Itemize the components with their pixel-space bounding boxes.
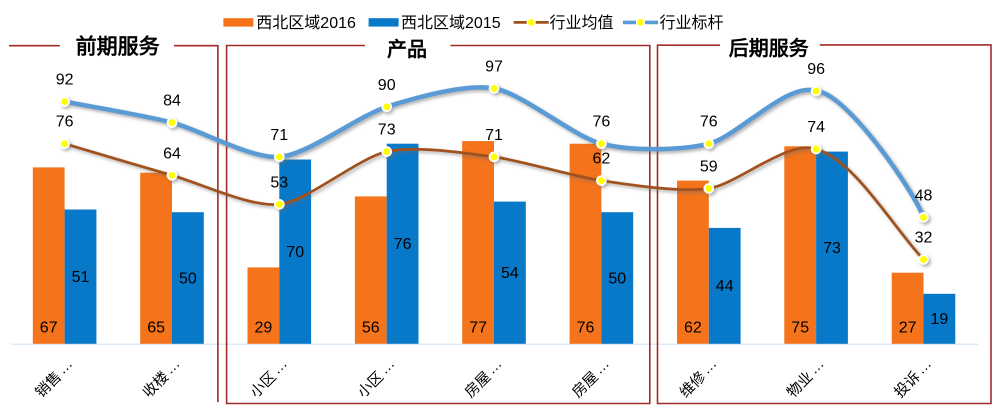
svg-text:房屋…: 房屋… xyxy=(461,356,506,401)
svg-text:92: 92 xyxy=(56,72,74,89)
svg-text:67: 67 xyxy=(40,319,58,336)
svg-text:73: 73 xyxy=(823,240,841,257)
svg-text:73: 73 xyxy=(378,122,396,139)
svg-text:71: 71 xyxy=(485,127,503,144)
svg-text:97: 97 xyxy=(485,58,503,75)
svg-text:54: 54 xyxy=(501,265,519,282)
svg-text:74: 74 xyxy=(807,119,825,136)
svg-text:77: 77 xyxy=(469,319,487,336)
svg-text:物业…: 物业… xyxy=(783,356,828,401)
svg-text:48: 48 xyxy=(915,187,933,204)
svg-text:32: 32 xyxy=(915,230,933,247)
svg-text:53: 53 xyxy=(270,174,288,191)
svg-text:投诉…: 投诉… xyxy=(891,356,936,401)
svg-text:西北区域2015: 西北区域2015 xyxy=(401,14,501,32)
svg-text:房屋…: 房屋… xyxy=(569,356,614,401)
svg-text:29: 29 xyxy=(255,319,273,336)
svg-text:51: 51 xyxy=(72,269,90,286)
svg-text:44: 44 xyxy=(716,278,734,295)
svg-text:76: 76 xyxy=(593,114,611,131)
svg-text:75: 75 xyxy=(791,319,809,336)
svg-text:产品: 产品 xyxy=(387,37,427,61)
svg-text:小区…: 小区… xyxy=(247,356,292,401)
svg-text:71: 71 xyxy=(270,127,288,144)
svg-text:84: 84 xyxy=(163,93,181,110)
svg-text:76: 76 xyxy=(700,114,718,131)
svg-text:76: 76 xyxy=(577,319,595,336)
svg-text:56: 56 xyxy=(362,319,380,336)
svg-text:维修…: 维修… xyxy=(676,356,721,401)
svg-text:76: 76 xyxy=(56,114,74,131)
svg-text:50: 50 xyxy=(179,270,197,287)
svg-text:后期服务: 后期服务 xyxy=(729,36,810,60)
svg-text:西北区域2016: 西北区域2016 xyxy=(256,14,356,32)
svg-text:62: 62 xyxy=(684,319,702,336)
svg-text:收楼…: 收楼… xyxy=(139,356,184,401)
svg-text:50: 50 xyxy=(608,270,626,287)
svg-text:行业标杆: 行业标杆 xyxy=(660,14,724,32)
svg-text:62: 62 xyxy=(593,151,611,168)
svg-text:70: 70 xyxy=(286,244,304,261)
svg-text:90: 90 xyxy=(378,77,396,94)
svg-text:96: 96 xyxy=(807,61,825,78)
svg-text:65: 65 xyxy=(147,319,165,336)
svg-text:行业均值: 行业均值 xyxy=(550,14,614,32)
svg-text:27: 27 xyxy=(899,319,917,336)
svg-text:小区…: 小区… xyxy=(354,356,399,401)
svg-text:59: 59 xyxy=(700,159,718,176)
svg-text:64: 64 xyxy=(163,145,181,162)
svg-text:19: 19 xyxy=(931,311,949,328)
svg-text:销售…: 销售… xyxy=(32,356,77,401)
svg-text:前期服务: 前期服务 xyxy=(76,34,161,58)
svg-text:76: 76 xyxy=(394,236,412,253)
